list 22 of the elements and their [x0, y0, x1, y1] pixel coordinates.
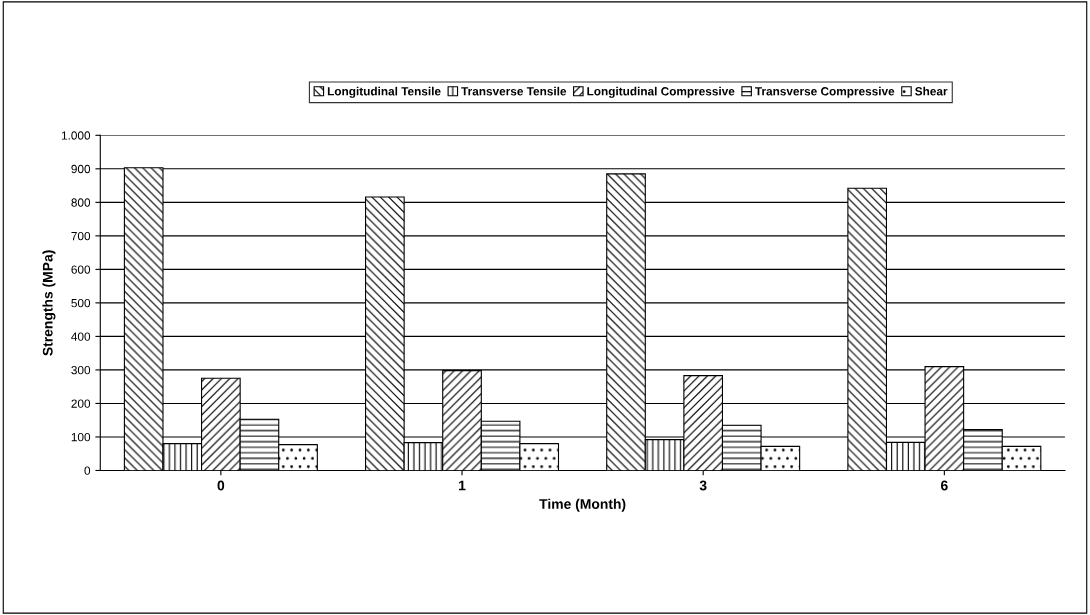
x-axis-title: Time (Month) — [539, 498, 626, 512]
y-tick-label: 200 — [71, 399, 91, 408]
y-tick-label: 400 — [71, 332, 91, 341]
x-tick-label: 0 — [217, 480, 225, 491]
y-tick-label: 700 — [71, 231, 91, 241]
x-tick-label: 6 — [940, 480, 948, 491]
y-tick-label: 900 — [71, 164, 91, 174]
legend-label: Longitudinal Compressive — [587, 86, 735, 98]
x-tick-label: 3 — [699, 480, 707, 491]
y-tick-label: 300 — [71, 365, 91, 375]
y-tick-label: 1.000 — [61, 131, 91, 140]
y-axis-title: Strengths (MPa) — [42, 250, 56, 356]
legend-label: Transverse Tensile — [461, 86, 567, 96]
y-tick-label: 600 — [71, 265, 91, 274]
legend-label: Longitudinal Tensile — [327, 86, 441, 98]
legend-label: Shear — [915, 86, 948, 96]
legend-label: Transverse Compressive — [755, 86, 895, 98]
x-tick-label: 1 — [459, 480, 466, 491]
y-tick-label: 0 — [84, 466, 91, 475]
y-tick-label: 100 — [71, 432, 91, 442]
y-tick-label: 500 — [71, 298, 91, 308]
y-tick-label: 800 — [71, 198, 91, 207]
